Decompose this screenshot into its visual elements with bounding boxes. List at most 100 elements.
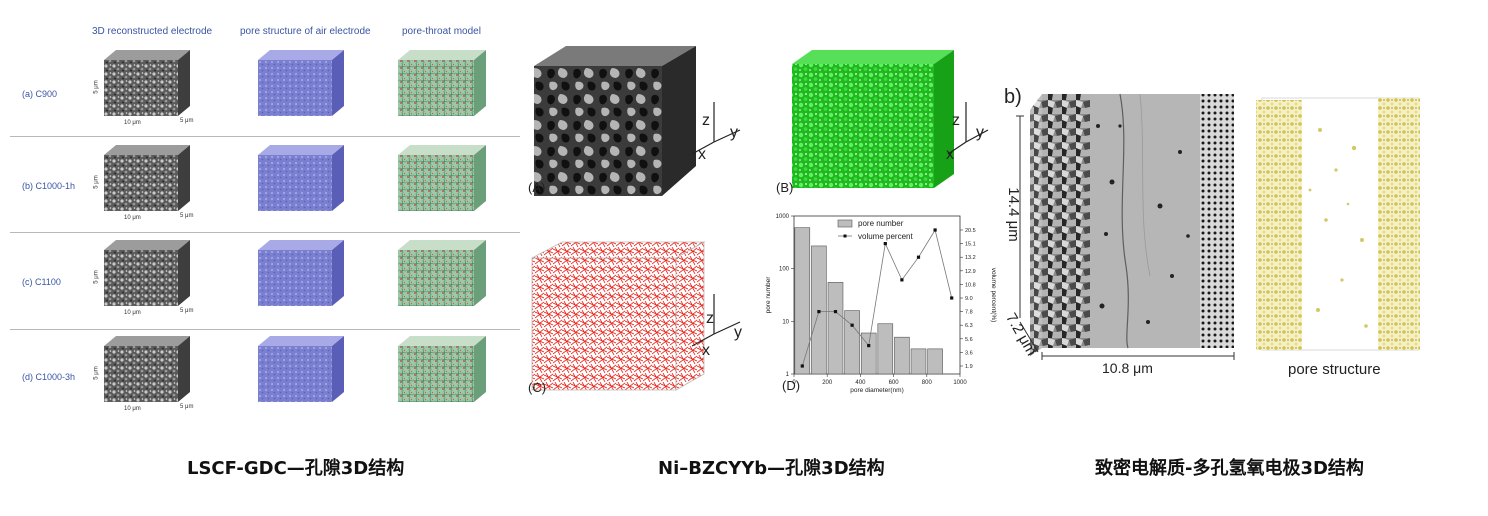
- x-tick-label: 400: [855, 380, 866, 386]
- cube-front: [534, 66, 662, 196]
- pore-cube-top: [258, 240, 344, 250]
- dim-label-depth: 5 μm: [180, 118, 194, 124]
- dim-label-height: 5 μm: [93, 175, 100, 189]
- width-dimension-label: 10.8 μm: [1102, 360, 1153, 376]
- y2-tick-label: 3.6: [965, 350, 973, 356]
- pore-left-layer: [1256, 100, 1302, 350]
- pore-number-bar: [811, 245, 827, 375]
- dim-label-height: 5 μm: [93, 80, 100, 94]
- dim-label-width: 10 μm: [124, 120, 141, 126]
- pore-cube-top: [258, 336, 344, 346]
- dim-label-height: 5 μm: [93, 270, 100, 284]
- dim-label-width: 10 μm: [124, 310, 141, 316]
- y2-tick-label: 10.8: [965, 282, 976, 288]
- network-side: [675, 241, 705, 391]
- panel-label-d: (D): [782, 378, 801, 393]
- pore-number-bar: [910, 348, 927, 375]
- panel-label-a: (A): [528, 180, 546, 195]
- panel-label-c: (C): [528, 380, 547, 395]
- sem-dense-electrode-left: [1042, 94, 1090, 348]
- network-front: [531, 257, 677, 391]
- cube-side: [662, 46, 696, 196]
- axis-label-x: x: [946, 146, 954, 163]
- left-cube-grid: [104, 50, 486, 402]
- row-divider: [10, 329, 520, 330]
- legend-swatch-point: [843, 234, 847, 238]
- volume-percent-point: [800, 364, 804, 368]
- volume-percent-point: [933, 228, 937, 232]
- axis-label-y: y: [734, 324, 742, 341]
- cube-box-outline: [792, 64, 934, 188]
- legend-swatch-bar: [837, 219, 853, 228]
- y-tick-label: 100: [779, 267, 790, 273]
- axis-label-z: z: [706, 310, 714, 327]
- electrode-cube-side: [178, 145, 190, 211]
- pore-cube-front: [258, 155, 332, 211]
- column-header-reconstructed: 3D reconstructed electrode: [92, 26, 213, 37]
- electrode-cube-top: [104, 145, 190, 155]
- pore-number-bar: [794, 227, 811, 375]
- cube-row-a: [104, 50, 486, 116]
- caption-middle: Ni–BZCYYb—孔隙3D结构: [658, 458, 885, 479]
- cube-top: [534, 46, 696, 66]
- network-cube-side: [474, 145, 486, 211]
- panel-label-b: (B): [776, 180, 794, 195]
- electrode-cube-front: [104, 250, 178, 306]
- network-cube-front: [398, 60, 474, 116]
- right-panel: b) 14.4 μm 7.2 μm 10.8 μm pore struc: [990, 0, 1488, 440]
- caption-left: LSCF-GDC—孔隙3D结构: [187, 458, 405, 479]
- pore-distribution-chart: 0 200 400 600 800 1000 1 10 100 1000 1.9 3.6 5.6 6.3 7…: [765, 214, 997, 394]
- row-label-a: (a) C900: [22, 89, 58, 99]
- electrode-cube-front: [104, 60, 178, 116]
- pore-cube-top: [258, 145, 344, 155]
- y2-axis-label: volume percent(%): [990, 268, 997, 323]
- volume-percent-point: [883, 242, 887, 246]
- row-divider: [10, 232, 520, 233]
- height-dimension-label: 14.4 μm: [1004, 187, 1022, 242]
- axis-label-z: z: [702, 112, 710, 129]
- volume-percent-point: [833, 310, 838, 314]
- pore-number-bar: [894, 336, 910, 375]
- cube-row-d: [104, 336, 486, 402]
- x-axis-label: pore diameter(nm): [850, 387, 903, 394]
- x-tick-label: 1000: [953, 380, 967, 386]
- left-panel: 3D reconstructed electrode pore structur…: [0, 0, 520, 440]
- axis-label-y: y: [976, 124, 984, 141]
- volume-percent-point: [867, 344, 871, 348]
- dim-label-depth: 5 μm: [180, 213, 194, 219]
- network-cube-top: [398, 145, 486, 155]
- panel-a-cube: [534, 46, 696, 196]
- network-cube-front: [398, 250, 474, 306]
- row-divider: [10, 136, 520, 137]
- y-tick-label: 1: [786, 372, 790, 378]
- pore-structure-label: pore structure: [1288, 361, 1381, 378]
- y-tick-label: 1000: [776, 214, 790, 220]
- volume-percent-line: [801, 228, 953, 367]
- axes-triad-b: [947, 102, 989, 155]
- axes-triad-c: [691, 294, 741, 347]
- electrode-cube-top: [104, 50, 190, 60]
- pore-number-bar: [927, 348, 943, 375]
- row-label-c: (c) C1100: [22, 277, 61, 287]
- pore-cube-front: [258, 60, 332, 116]
- pore-cube-side: [332, 145, 344, 211]
- network-cube-side: [474, 336, 486, 402]
- electrode-cube-top: [104, 336, 190, 346]
- pore-cube-side: [332, 50, 344, 116]
- cube-row-c: [104, 240, 486, 306]
- y2-tick-label: 1.9: [965, 364, 973, 370]
- y2-tick-label: 7.8: [965, 310, 973, 316]
- y2-tick-label: 5.6: [965, 337, 973, 343]
- dimension-lines: [1016, 115, 1235, 360]
- network-cube-top: [398, 240, 486, 250]
- axis-label-x: x: [698, 146, 706, 163]
- y-tick-label: 10: [782, 319, 789, 325]
- pore-cube-front: [258, 250, 332, 306]
- electrode-cube-side: [178, 240, 190, 306]
- x-tick-label: 200: [822, 380, 833, 386]
- volume-percent-point: [817, 310, 821, 314]
- electrode-cube-front: [104, 346, 178, 402]
- sem-block: [1030, 93, 1234, 356]
- middle-panel: (A) z y x (B) z y x (C) z y x 0 200 400 600…: [520, 0, 997, 440]
- pore-number-bar: [844, 310, 860, 375]
